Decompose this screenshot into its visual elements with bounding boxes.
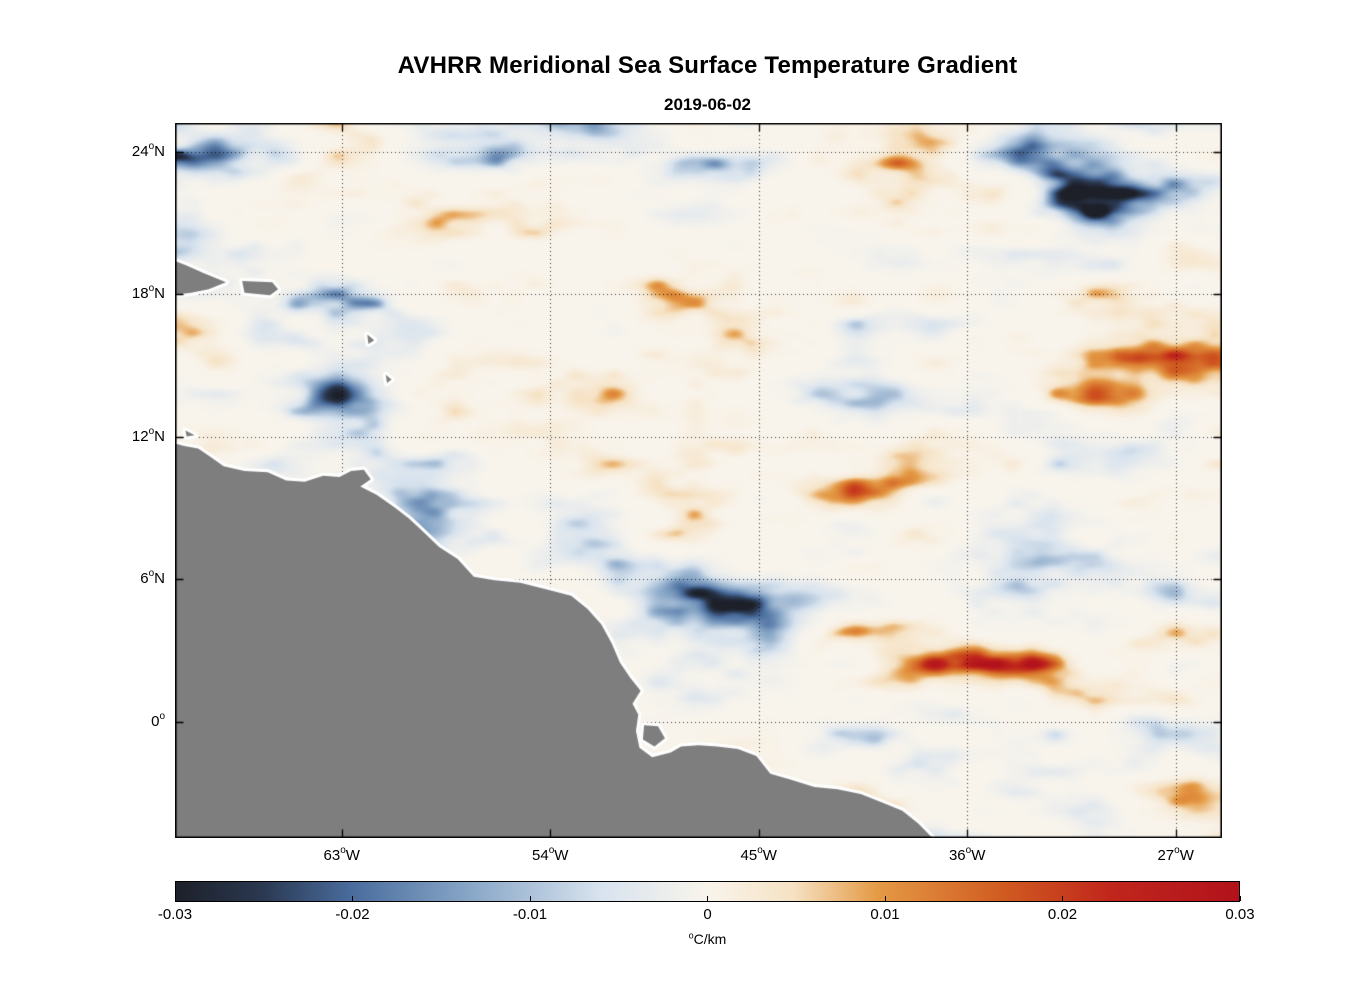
- x-tick-label: 45oW: [740, 845, 777, 865]
- colorbar-tick: [884, 896, 886, 901]
- colorbar-tick-label: 0.01: [870, 906, 900, 923]
- colorbar-tick: [352, 896, 353, 901]
- colorbar-tick: [174, 896, 176, 901]
- x-tick-label: 36oW: [948, 845, 986, 865]
- colorbar-unit-label: oC/km: [688, 930, 727, 947]
- colorbar-tick-label: -0.02: [335, 906, 370, 923]
- x-tick-label: 63oW: [323, 845, 360, 865]
- x-tick-label: 54oW: [532, 845, 569, 865]
- colorbar-tick-label: 0.02: [1047, 906, 1078, 923]
- map-plot: [175, 123, 1222, 838]
- colorbar-tick-label: 0.03: [1225, 906, 1255, 923]
- colorbar-tick: [1062, 896, 1063, 901]
- colorbar: [175, 881, 1240, 902]
- chart-date: 2019-06-02: [664, 95, 751, 114]
- y-tick-label: 12oN: [131, 425, 165, 445]
- colorbar-tick: [529, 896, 531, 901]
- sst-gradient-map: [175, 123, 1222, 838]
- x-tick-label: 27oW: [1157, 845, 1194, 865]
- colorbar-tick: [707, 896, 708, 901]
- colorbar-tick-label: -0.03: [157, 906, 193, 923]
- colorbar-tick: [1239, 896, 1241, 901]
- chart-title: AVHRR Meridional Sea Surface Temperature…: [397, 52, 1018, 79]
- colorbar-tick-label: -0.01: [512, 906, 548, 923]
- y-tick-label: 0o: [151, 710, 165, 730]
- y-tick-label: 18oN: [131, 283, 165, 303]
- colorbar-tick-label: 0: [703, 906, 712, 923]
- y-tick-label: 6oN: [140, 568, 165, 588]
- y-tick-label: 24oN: [131, 140, 165, 160]
